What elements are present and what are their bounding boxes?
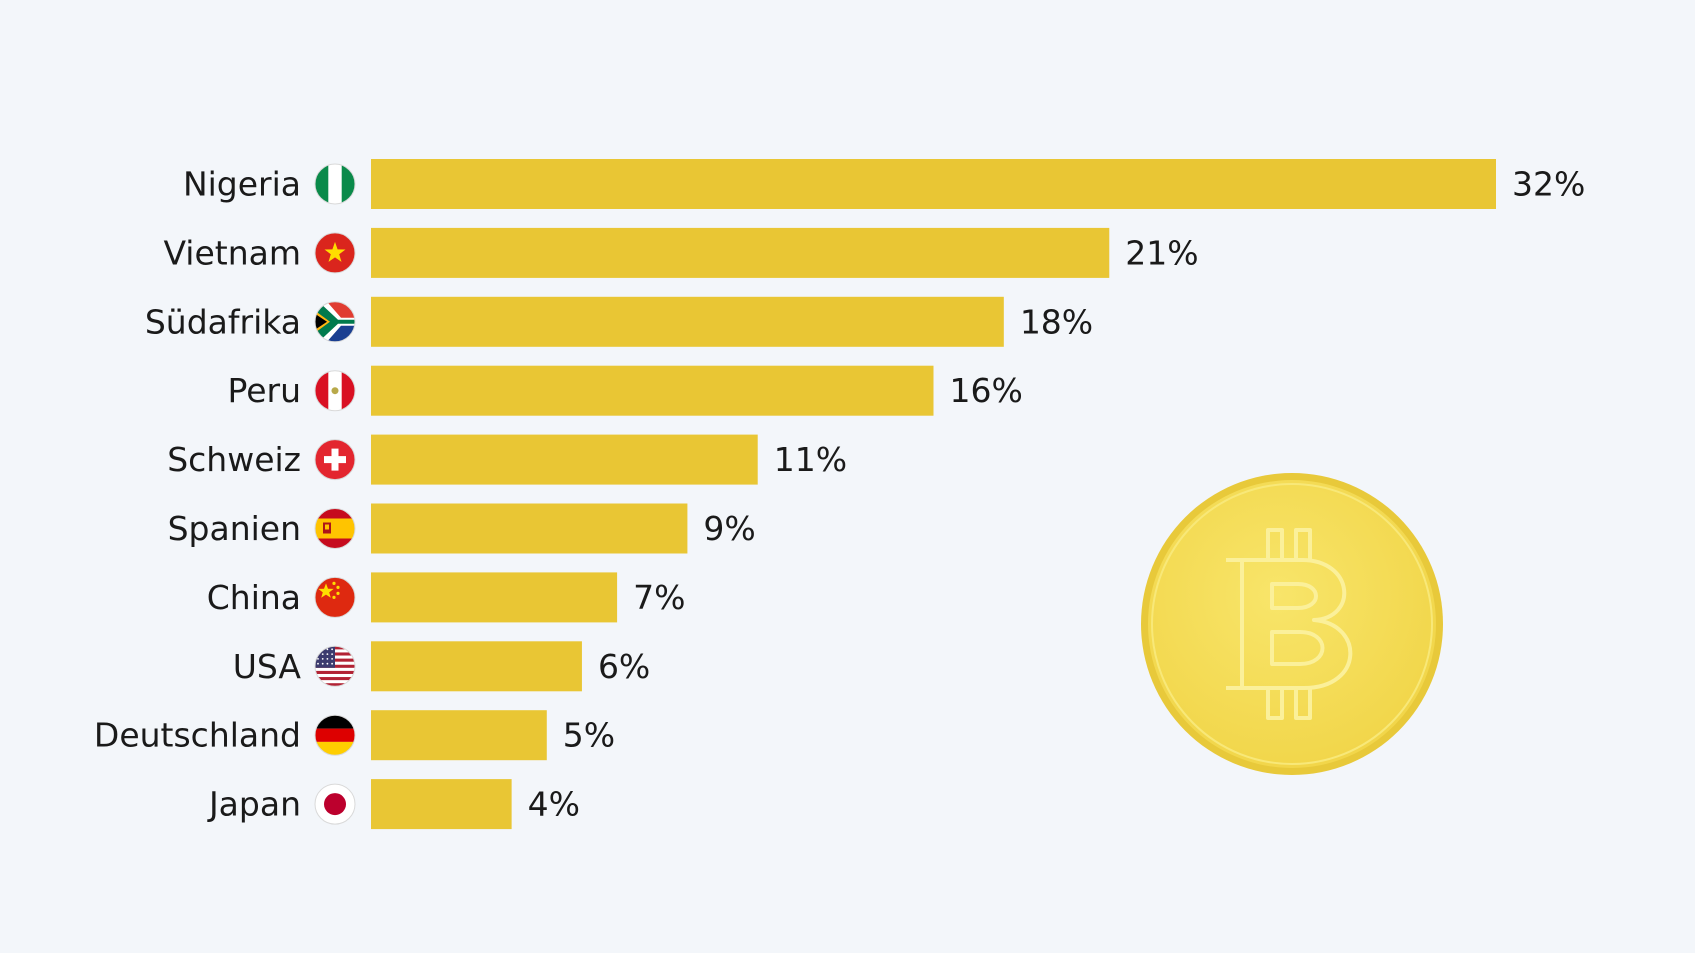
nigeria-flag-icon bbox=[314, 163, 356, 205]
bar-peru bbox=[371, 365, 934, 416]
bar-schweiz bbox=[371, 434, 758, 485]
category-label: Peru bbox=[227, 371, 301, 410]
switzerland-flag-icon bbox=[314, 439, 356, 481]
bar-nigeria bbox=[371, 159, 1496, 209]
value-label: 4% bbox=[528, 785, 580, 824]
bar-row-peru: Peru 16% bbox=[227, 365, 1023, 416]
bar-s-dafrika bbox=[371, 296, 1004, 347]
value-label: 6% bbox=[598, 647, 650, 686]
bar-row-usa: USA 6% bbox=[233, 641, 650, 692]
bar-row-s-dafrika: Südafrika 18% bbox=[145, 296, 1093, 347]
bitcoin-coin-icon bbox=[1141, 473, 1443, 775]
bar-row-vietnam: Vietnam 21% bbox=[163, 227, 1199, 278]
category-label: Südafrika bbox=[145, 302, 301, 341]
spain-flag-icon bbox=[314, 508, 356, 549]
category-label: China bbox=[207, 578, 301, 617]
south-africa-flag-icon bbox=[314, 301, 356, 343]
bar-usa bbox=[371, 641, 582, 692]
category-label: Vietnam bbox=[163, 233, 301, 272]
bar-row-deutschland: Deutschland 5% bbox=[94, 710, 615, 761]
bitcoin-symbol bbox=[1226, 528, 1353, 720]
bar-row-japan: Japan 4% bbox=[207, 779, 580, 830]
category-label: Spanien bbox=[168, 509, 301, 548]
bars-layer: Nigeria 32% Vietnam 21% Südafrika 18% Peru 16% S… bbox=[94, 159, 1585, 830]
value-label: 16% bbox=[950, 371, 1023, 410]
category-label: Deutschland bbox=[94, 716, 301, 755]
category-label: Nigeria bbox=[183, 165, 301, 204]
category-label: Schweiz bbox=[167, 440, 301, 479]
bar-deutschland bbox=[371, 710, 547, 761]
bar-row-nigeria: Nigeria 32% bbox=[183, 159, 1585, 209]
value-label: 21% bbox=[1125, 233, 1198, 272]
value-label: 9% bbox=[703, 509, 755, 548]
category-label: Japan bbox=[207, 785, 301, 824]
bar-row-china: China 7% bbox=[207, 572, 685, 623]
japan-flag-icon bbox=[314, 783, 356, 825]
value-label: 7% bbox=[633, 578, 685, 617]
bar-japan bbox=[371, 779, 512, 830]
bar-row-spanien: Spanien 9% bbox=[168, 503, 756, 554]
usa-flag-icon bbox=[314, 645, 356, 687]
peru-flag-icon bbox=[314, 370, 356, 412]
china-flag-icon bbox=[314, 576, 356, 618]
germany-flag-icon bbox=[314, 714, 356, 756]
vietnam-flag-icon bbox=[314, 232, 356, 274]
value-label: 32% bbox=[1512, 165, 1585, 204]
value-label: 18% bbox=[1020, 302, 1093, 341]
value-label: 5% bbox=[563, 716, 615, 755]
bar-row-schweiz: Schweiz 11% bbox=[167, 434, 847, 485]
bar-china bbox=[371, 572, 618, 623]
category-label: USA bbox=[233, 647, 302, 686]
bar-spanien bbox=[371, 503, 688, 554]
bar-vietnam bbox=[371, 227, 1110, 278]
value-label: 11% bbox=[774, 440, 847, 479]
